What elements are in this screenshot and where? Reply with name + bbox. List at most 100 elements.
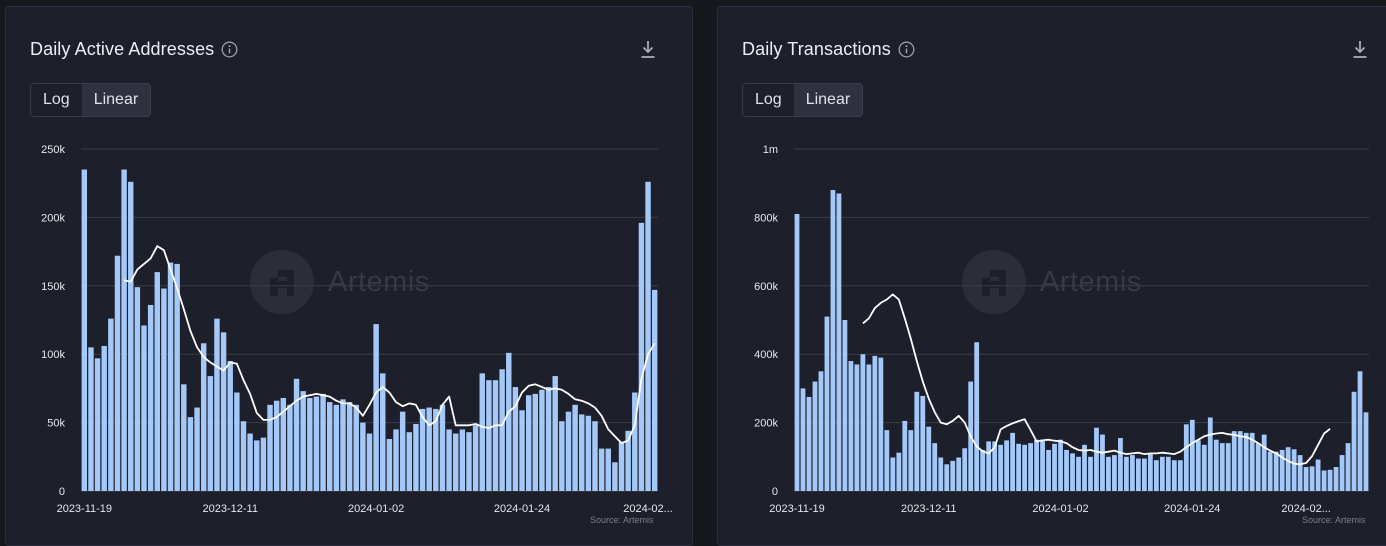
bar (486, 380, 492, 491)
scale-log-button[interactable]: Log (755, 91, 782, 108)
bar (878, 357, 884, 491)
bar (848, 361, 854, 491)
x-tick-label: 2024-01-02 (1032, 503, 1088, 515)
bar (612, 462, 618, 491)
download-icon[interactable] (1352, 39, 1368, 59)
bar (313, 396, 320, 491)
y-tick-label: 600k (754, 281, 778, 293)
bar (552, 376, 558, 491)
bar (842, 320, 848, 491)
artemis-logo-icon (250, 250, 314, 314)
bar (806, 396, 812, 491)
x-tick-label: 2024-01-02 (348, 503, 404, 515)
moving-average-line (123, 245, 656, 445)
bar (1124, 456, 1129, 491)
bar (638, 222, 645, 491)
bar (1267, 451, 1273, 491)
bar (194, 407, 200, 491)
bar (1004, 440, 1010, 491)
bar (1291, 449, 1297, 491)
info-icon[interactable] (898, 41, 915, 58)
scale-linear-button[interactable]: Linear (793, 84, 863, 116)
download-icon[interactable] (640, 39, 656, 59)
bar (254, 440, 260, 491)
bar (565, 411, 572, 491)
bar (466, 432, 472, 491)
bar (1219, 443, 1225, 491)
bar (353, 404, 359, 491)
scale-linear-button[interactable]: Linear (81, 84, 151, 116)
watermark-text: Artemis (328, 265, 430, 298)
bar (426, 407, 432, 491)
bar (1339, 455, 1345, 491)
bar (1243, 432, 1249, 491)
bar (1351, 391, 1357, 491)
y-tick-label: 200k (41, 212, 65, 224)
bar (986, 441, 992, 491)
y-tick-label: 50k (47, 418, 65, 430)
bar (406, 432, 413, 491)
bar (260, 437, 267, 491)
bar (860, 354, 866, 491)
bar (121, 169, 127, 491)
bar (1171, 460, 1177, 491)
scale-log-button[interactable]: Log (43, 91, 70, 108)
bar (1279, 449, 1285, 491)
y-tick-label: 400k (754, 349, 778, 361)
bar (812, 381, 818, 491)
bar (1153, 460, 1159, 491)
moving-average-line (862, 293, 1331, 466)
bar (1225, 443, 1231, 491)
bar (512, 387, 519, 491)
x-tick-label: 2023-12-11 (901, 503, 956, 515)
bar (1106, 456, 1111, 491)
bar (1100, 434, 1105, 491)
source-label: Source: Artemis (1302, 515, 1366, 525)
bar (240, 421, 247, 491)
bar (836, 193, 842, 491)
y-tick-label: 0 (772, 486, 778, 498)
bar (360, 422, 366, 491)
bar (1231, 431, 1237, 491)
bar (128, 181, 134, 491)
bar (161, 288, 167, 491)
y-tick-label: 200k (754, 418, 778, 430)
source-label: Source: Artemis (590, 515, 654, 525)
bar (1321, 470, 1327, 491)
bar (1315, 459, 1321, 491)
bar (340, 399, 346, 491)
x-tick-label: 2024-02... (1281, 503, 1331, 515)
bar (1046, 449, 1051, 491)
info-icon[interactable] (221, 41, 238, 58)
bar (326, 402, 333, 491)
chart-title: Daily Active Addresses (30, 38, 215, 59)
bar (902, 420, 908, 491)
bar (974, 342, 980, 491)
scale-toggle: Log Linear (742, 83, 864, 117)
bar (585, 415, 592, 491)
bar (896, 452, 902, 491)
bar (854, 364, 860, 491)
bar (1141, 458, 1147, 491)
bar (280, 397, 286, 491)
bar (207, 376, 214, 491)
bar (267, 404, 273, 491)
bar (519, 410, 525, 491)
bar (651, 289, 658, 491)
bar (293, 378, 300, 491)
chart-card-daily-transactions: Daily Transactions Log Linear Artemis 0 2… (717, 6, 1386, 546)
x-tick-label: 2023-12-11 (202, 503, 257, 515)
bar (645, 181, 651, 491)
bar (980, 449, 986, 491)
bar (134, 287, 141, 491)
bar (1052, 443, 1057, 491)
bar (1249, 432, 1255, 491)
bar (1082, 444, 1087, 491)
bar (1165, 456, 1171, 491)
bar (1088, 456, 1093, 491)
bar (539, 389, 545, 491)
bar (1040, 439, 1045, 491)
bar (1159, 456, 1165, 491)
bar (625, 430, 631, 491)
x-tick-label: 2024-01-24 (494, 503, 550, 515)
